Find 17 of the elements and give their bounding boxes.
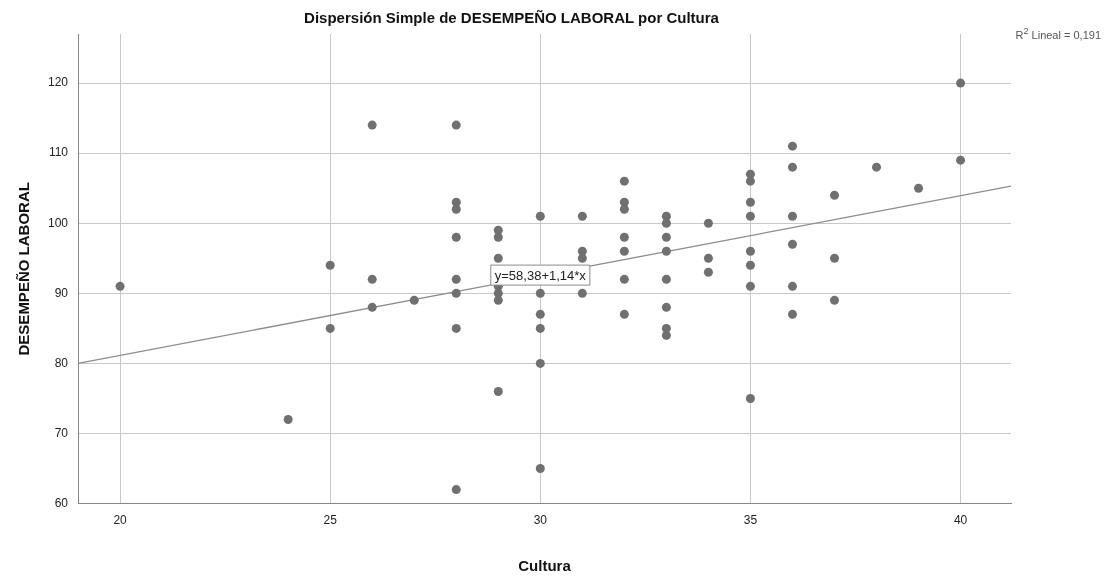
y-tick-label: 100 bbox=[47, 215, 69, 230]
y-tick-label: 60 bbox=[54, 495, 69, 510]
y-tick-label: 80 bbox=[54, 355, 69, 370]
x-tick-label: 30 bbox=[533, 513, 548, 528]
y-axis-title: DESEMPEÑO LABORAL bbox=[15, 182, 33, 356]
x-tick-label: 35 bbox=[743, 513, 758, 528]
text: R$^{2}$ Lineal = 0,191 bbox=[1015, 26, 1101, 41]
y-tick-label: 90 bbox=[54, 285, 69, 300]
x-tick-label: 25 bbox=[323, 513, 338, 528]
x-tick-label: 20 bbox=[113, 513, 128, 528]
y-tick-label: 110 bbox=[48, 145, 69, 160]
x-axis-title: Cultura bbox=[518, 557, 572, 575]
chart-title: Dispersión Simple de DESEMPEÑO LABORAL por Cultura bbox=[304, 9, 720, 27]
y-tick-label: 70 bbox=[54, 425, 69, 440]
y-tick-label: 120 bbox=[47, 75, 69, 90]
x-tick-label: 40 bbox=[953, 513, 968, 528]
annotation: y=58,38+1,14*x bbox=[494, 267, 587, 283]
